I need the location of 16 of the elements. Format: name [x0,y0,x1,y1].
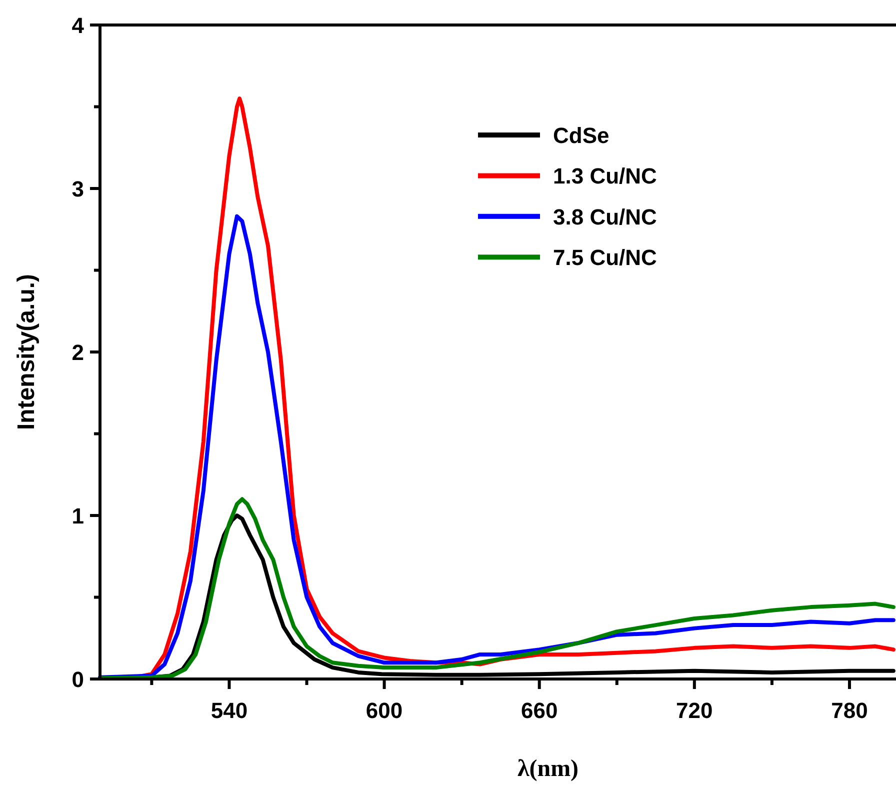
legend-label: 3.8 Cu/NC [553,204,658,230]
x-tick-label: 720 [676,698,713,723]
x-axis-title: λ(nm) [517,756,579,782]
x-tick-label: 600 [366,698,403,723]
y-tick-label: 3 [72,176,84,202]
legend-label: 7.5 Cu/NC [553,245,658,270]
legend-label: CdSe [553,123,610,148]
y-tick-label: 4 [72,13,85,38]
y-tick-label: 0 [72,667,84,692]
y-axis-title: Intensity(a.u.) [13,274,40,430]
x-tick-label: 540 [210,698,248,723]
y-tick-label: 2 [72,340,84,365]
x-tick-label: 660 [520,698,558,723]
y-tick-label: 1 [72,504,84,528]
x-tick-label: 780 [831,698,868,723]
legend-label: 1.3 Cu/NC [553,164,658,189]
